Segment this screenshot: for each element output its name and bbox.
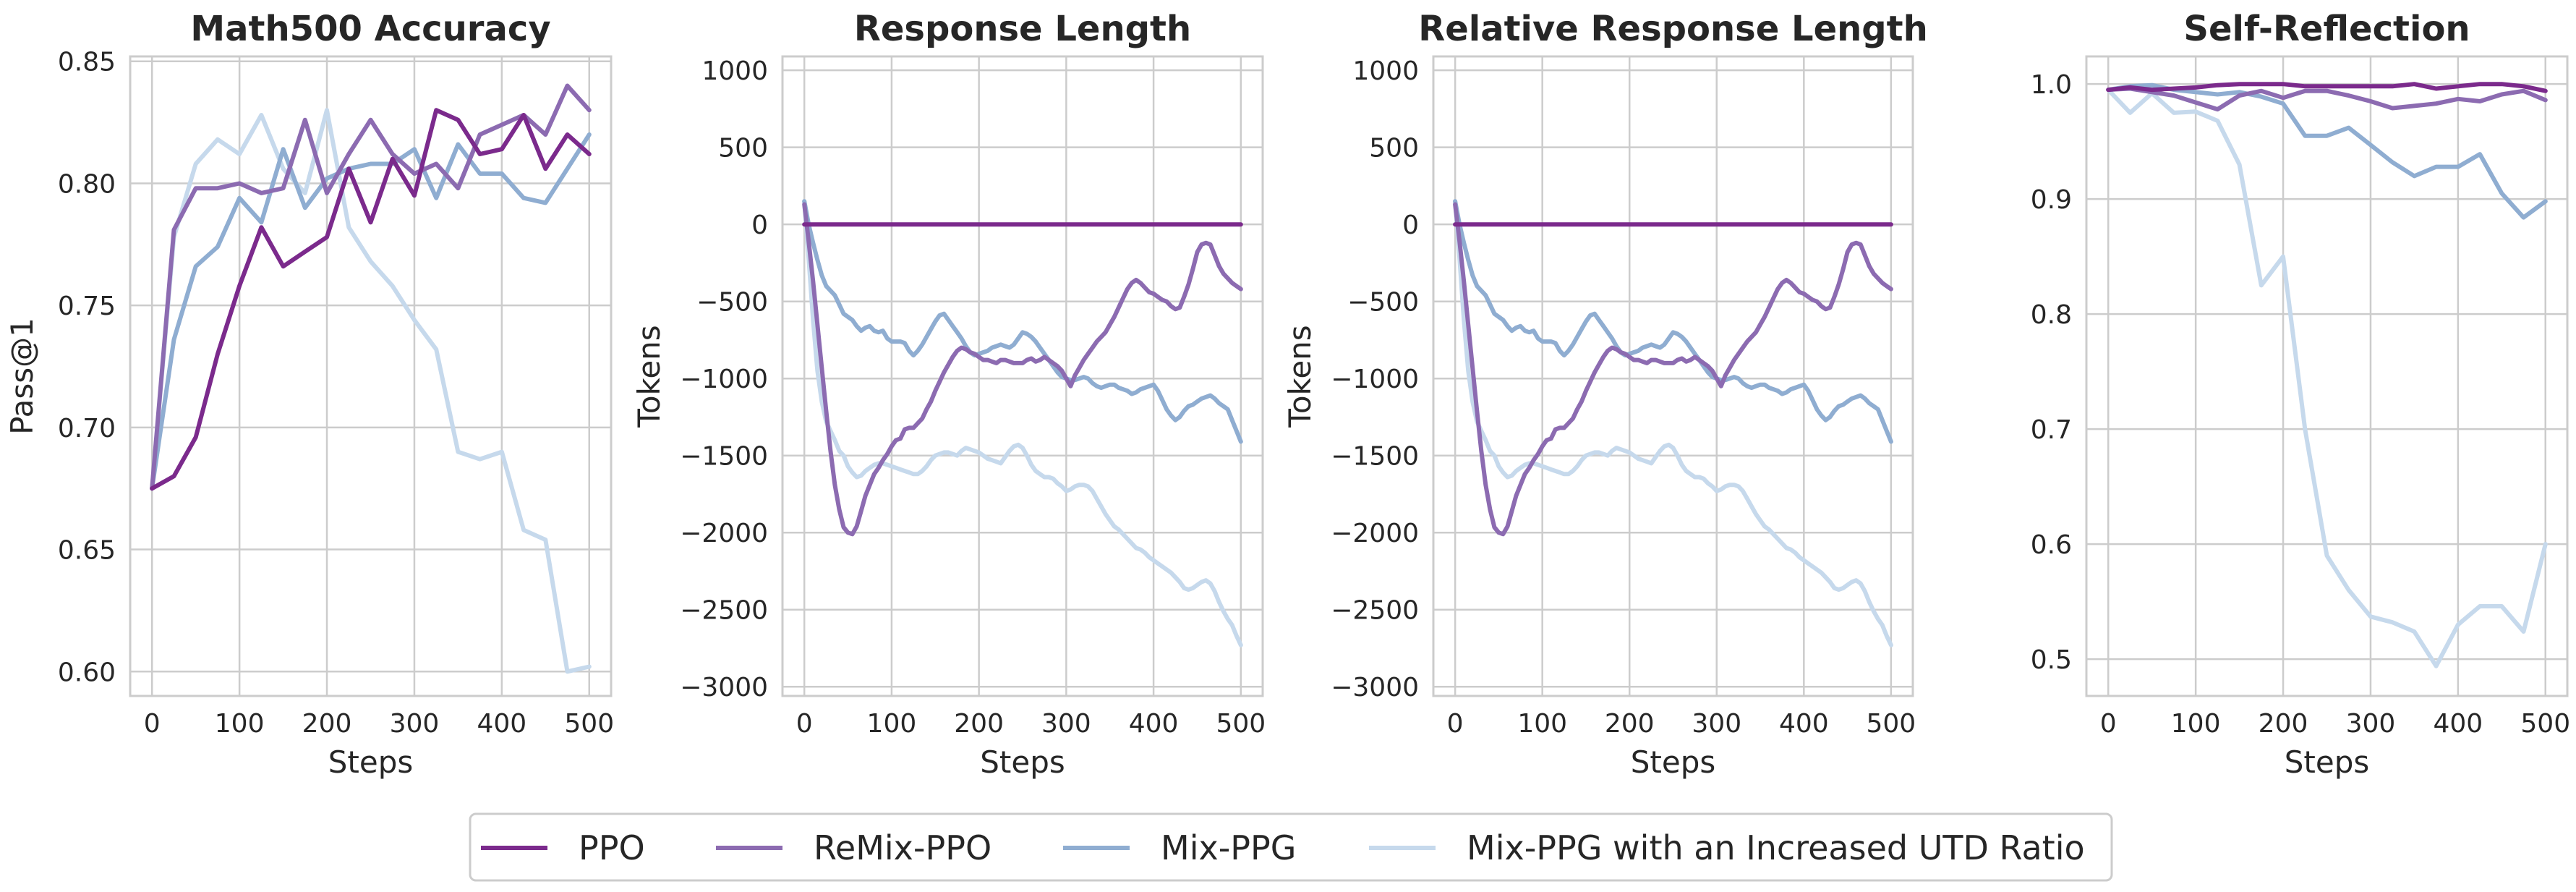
x-tick-label: 500 [564,709,614,739]
y-tick-label: −1000 [680,365,768,394]
plot-frame [2085,55,2569,697]
x-tick-label: 300 [1041,709,1091,739]
series-line-remix-ppo [802,202,1243,537]
x-tick-label: 300 [390,709,440,739]
x-tick-label: 0 [796,709,813,739]
x-tick-label: 0 [2100,709,2117,739]
y-axis-label: Pass@1 [4,318,40,435]
chart-panel-4: 0 100 200 300 400 500 0.5 0.6 0.7 0.8 0.9 1.0 Self-R… [2031,9,2570,780]
x-tick-label: 400 [1779,709,1829,739]
x-tick-label: 200 [954,709,1004,739]
series-line-ppo [2106,82,2548,93]
series-line-remix-ppo [150,83,592,491]
x-tick-label: 200 [302,709,352,739]
y-tick-label: 1000 [1352,56,1419,86]
x-axis-label: Steps [980,744,1065,780]
series-line-mix-ppg [1453,199,1893,444]
legend: PPO ReMix-PPO Mix-PPG Mix-PPG with an Incre… [469,812,2113,882]
series-line-remix-ppo [1453,202,1893,537]
y-tick-label: −1500 [680,442,768,472]
series-line-mix-ppg [2106,82,2548,220]
y-tick-label: 0.75 [58,292,116,321]
x-tick-label: 400 [2434,709,2483,739]
y-tick-label: 0.60 [58,658,116,687]
plot-frame [781,55,1264,697]
x-axis-label: Steps [328,744,414,780]
series-line-remix-ppo [2106,86,2548,112]
chart-panel-2: 0 100 200 300 400 500 −3000 −2500 −2000 −1500 −100… [631,9,1266,780]
y-tick-label: −2000 [1331,519,1419,548]
y-tick-label: 0.80 [58,169,116,199]
x-tick-label: 500 [2520,709,2570,739]
series-line-mix-ppg-with-an-increased-utd-ratio [2106,88,2548,668]
y-tick-label: −500 [696,288,768,318]
y-tick-label: −500 [1347,288,1419,318]
x-axis-label: Steps [2285,744,2370,780]
y-tick-label: 1000 [701,56,768,86]
series-line-mix-ppg [802,199,1243,444]
series-line-mix-ppg-with-an-increased-utd-ratio [802,199,1243,647]
legend-label: PPO [579,828,645,867]
chart-title: Math500 Accuracy [190,9,550,49]
x-tick-label: 300 [2346,709,2396,739]
y-tick-label: −2500 [680,596,768,626]
y-tick-label: −3000 [1331,673,1419,702]
y-tick-label: 0.70 [58,414,116,443]
x-tick-label: 500 [1216,709,1266,739]
x-tick-label: 400 [477,709,527,739]
x-tick-label: 100 [215,709,265,739]
x-tick-label: 200 [2259,709,2308,739]
y-tick-label: 0.9 [2031,185,2072,215]
y-tick-label: −2000 [680,519,768,548]
x-tick-label: 0 [1447,709,1464,739]
plot-frame [129,55,613,697]
x-tick-label: 100 [2171,709,2221,739]
x-axis-label: Steps [1631,744,1716,780]
x-tick-label: 0 [144,709,161,739]
y-tick-label: 1.0 [2031,70,2072,100]
legend-frame [469,812,2113,882]
y-tick-label: 0.65 [58,536,116,566]
y-tick-label: 0.85 [58,48,116,77]
y-tick-label: 0.7 [2031,415,2072,445]
x-tick-label: 300 [1692,709,1741,739]
chart-title: Self-Reflection [2183,9,2470,49]
x-tick-label: 400 [1129,709,1179,739]
y-tick-label: 0.5 [2031,645,2072,675]
y-tick-label: −2500 [1331,596,1419,626]
y-tick-label: 0 [1402,211,1419,240]
legend-label: Mix-PPG [1161,828,1296,867]
y-tick-label: 0.6 [2031,530,2072,560]
series-line-mix-ppg-with-an-increased-utd-ratio [150,108,592,674]
legend-label: Mix-PPG with an Increased UTD Ratio [1467,828,2085,867]
series-line-mix-ppg [150,132,592,491]
chart-title: Relative Response Length [1418,9,1928,49]
series-line-mix-ppg-with-an-increased-utd-ratio [1453,199,1893,647]
plot-frame [1432,55,1914,697]
chart-title: Response Length [854,9,1191,49]
series-line-ppo [150,108,592,491]
y-tick-label: −1500 [1331,442,1419,472]
y-axis-label: Tokens [631,325,667,428]
x-tick-label: 500 [1867,709,1916,739]
x-tick-label: 100 [867,709,917,739]
y-tick-label: 500 [1369,134,1419,163]
y-tick-label: 500 [718,134,768,163]
x-tick-label: 100 [1517,709,1567,739]
legend-label: ReMix-PPO [814,828,991,867]
x-tick-label: 200 [1605,709,1655,739]
chart-panel-1: 0 100 200 300 400 500 0.60 0.65 0.70 0.75 0.80 0.85… [4,9,614,780]
y-tick-label: 0.8 [2031,300,2072,330]
y-tick-label: −3000 [680,673,768,702]
y-tick-label: 0 [751,211,768,240]
chart-panel-3: 0 100 200 300 400 500 −3000 −2500 −2000 −1500 −100… [1282,9,1928,780]
y-tick-label: −1000 [1331,365,1419,394]
y-axis-label: Tokens [1282,325,1318,428]
